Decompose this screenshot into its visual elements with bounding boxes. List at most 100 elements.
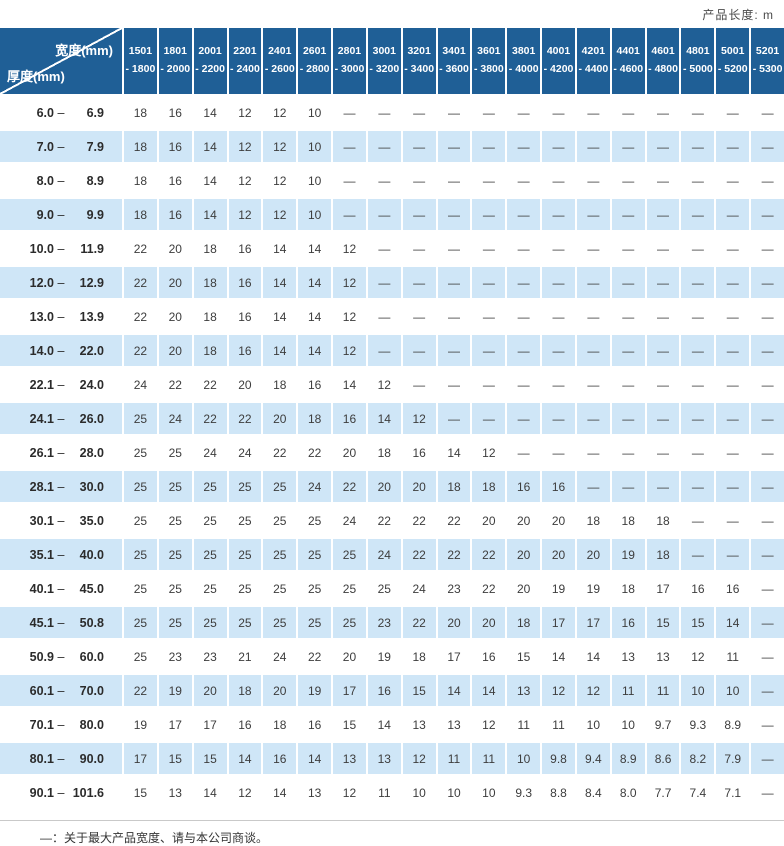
- length-cell-empty: —: [611, 369, 645, 400]
- length-cell: 11: [472, 743, 506, 774]
- length-cell: 10: [298, 131, 332, 162]
- length-cell-empty: —: [507, 369, 541, 400]
- length-cell-empty: —: [681, 369, 715, 400]
- range-dash: –: [57, 785, 65, 800]
- length-cell: 14: [263, 777, 297, 808]
- length-cell: 25: [193, 607, 227, 638]
- length-cell: 18: [367, 437, 401, 468]
- thickness-low: 22.1: [29, 377, 54, 392]
- width-range-line2: - 2800: [299, 63, 330, 75]
- thickness-row-label: 70.1–80.0: [0, 709, 122, 740]
- length-cell: 11: [611, 675, 645, 706]
- length-cell-empty: —: [611, 165, 645, 196]
- length-cell: 18: [646, 539, 680, 570]
- length-cell: 12: [542, 675, 575, 706]
- length-cell-empty: —: [681, 97, 715, 128]
- length-cell: 10: [298, 199, 332, 230]
- length-cell: 11: [507, 709, 541, 740]
- length-cell: 22: [402, 539, 436, 570]
- length-cell: 17: [333, 675, 366, 706]
- length-cell: 15: [681, 607, 715, 638]
- length-cell: 16: [263, 743, 297, 774]
- width-range-line2: - 3800: [473, 63, 504, 75]
- width-range-line1: 3001: [372, 45, 396, 58]
- thickness-high: 40.0: [79, 547, 104, 562]
- length-cell-empty: —: [402, 97, 436, 128]
- length-cell-empty: —: [751, 437, 784, 468]
- width-column-header: 4801 - 5000: [681, 28, 715, 94]
- width-range-line1: 4801: [686, 45, 710, 58]
- thickness-low: 14.0: [29, 343, 54, 358]
- length-cell: 17: [646, 573, 680, 604]
- width-range-line1: 4401: [616, 45, 640, 58]
- length-cell: 12: [333, 233, 366, 264]
- thickness-high: 13.9: [79, 309, 104, 324]
- length-cell: 14: [263, 267, 297, 298]
- length-cell: 25: [333, 607, 366, 638]
- spec-table: 宽度(mm) 厚度(mm) 1501 - 1800 1801 - 2000 2001 - …: [0, 28, 784, 808]
- length-cell-empty: —: [681, 267, 715, 298]
- length-cell: 10: [402, 777, 436, 808]
- length-cell: 22: [158, 369, 192, 400]
- length-cell-empty: —: [611, 335, 645, 366]
- length-cell: 20: [472, 607, 506, 638]
- length-cell: 20: [402, 471, 436, 502]
- length-cell: 25: [193, 539, 227, 570]
- length-cell-empty: —: [367, 301, 401, 332]
- length-cell: 17: [576, 607, 610, 638]
- length-cell: 16: [298, 709, 332, 740]
- thickness-low: 10.0: [29, 241, 54, 256]
- length-cell-empty: —: [542, 267, 575, 298]
- width-range-line1: 2801: [337, 45, 362, 58]
- width-range-line2: - 5200: [717, 63, 748, 75]
- length-cell: 12: [333, 335, 366, 366]
- width-range-line2: - 2000: [160, 63, 191, 75]
- length-cell: 12: [228, 199, 262, 230]
- length-cell-empty: —: [472, 165, 506, 196]
- length-cell-empty: —: [646, 437, 680, 468]
- length-cell: 15: [507, 641, 541, 672]
- width-range-line1: 3601: [477, 45, 501, 58]
- length-cell: 22: [193, 403, 227, 434]
- thickness-low: 45.1: [29, 615, 54, 630]
- length-cell: 13: [507, 675, 541, 706]
- length-cell-empty: —: [611, 97, 645, 128]
- length-cell: 20: [437, 607, 471, 638]
- width-range-line1: 4601: [651, 45, 675, 58]
- length-cell: 19: [298, 675, 332, 706]
- length-cell-empty: —: [611, 301, 645, 332]
- thickness-axis-label: 厚度(mm): [7, 69, 65, 84]
- length-cell: 18: [472, 471, 506, 502]
- width-column-header: 2801 - 3000: [333, 28, 366, 94]
- length-cell: 7.7: [646, 777, 680, 808]
- length-cell-empty: —: [646, 369, 680, 400]
- length-cell: 11: [716, 641, 750, 672]
- length-cell-empty: —: [681, 301, 715, 332]
- length-cell-empty: —: [681, 199, 715, 230]
- length-cell: 24: [402, 573, 436, 604]
- thickness-low: 50.9: [29, 649, 54, 664]
- length-cell: 25: [228, 505, 262, 536]
- thickness-low: 6.0: [36, 105, 54, 120]
- length-cell-empty: —: [716, 131, 750, 162]
- length-cell-empty: —: [402, 131, 436, 162]
- length-cell-empty: —: [542, 369, 575, 400]
- length-cell-empty: —: [681, 403, 715, 434]
- width-range-line2: - 1800: [125, 63, 156, 75]
- length-cell: 16: [681, 573, 715, 604]
- length-cell: 19: [542, 573, 575, 604]
- length-cell-empty: —: [751, 165, 784, 196]
- width-range-line1: 1501: [128, 45, 153, 58]
- length-cell-empty: —: [681, 539, 715, 570]
- width-range-line1: 2601: [302, 45, 327, 58]
- width-range-line1: 4001: [546, 45, 571, 58]
- length-cell-empty: —: [716, 539, 750, 570]
- length-cell-empty: —: [716, 301, 750, 332]
- thickness-low: 24.1: [29, 411, 54, 426]
- length-cell: 12: [263, 199, 297, 230]
- length-cell-empty: —: [333, 97, 366, 128]
- length-cell-empty: —: [576, 369, 610, 400]
- length-cell: 22: [437, 505, 471, 536]
- length-cell: 18: [193, 233, 227, 264]
- length-cell: 18: [124, 97, 157, 128]
